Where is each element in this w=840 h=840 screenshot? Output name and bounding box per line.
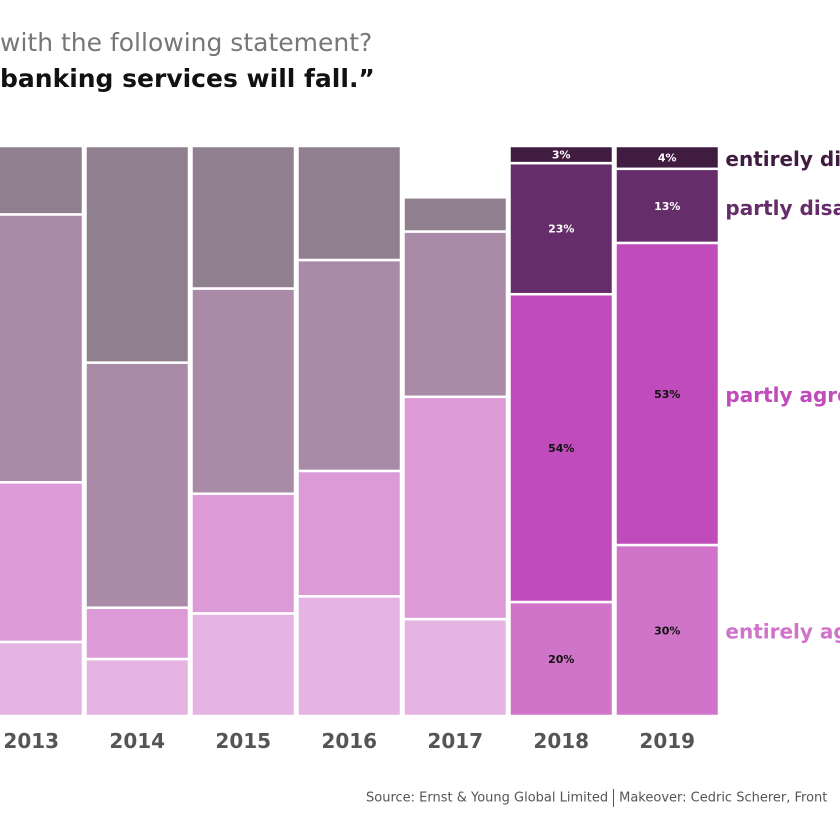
data-label-2018-i-partly-disagree: 23%	[548, 223, 574, 236]
bar-2017-i-partly-disagree	[402, 230, 509, 399]
chart-title-statement: banking services will fall.”	[0, 64, 375, 93]
bar-2017-i-entirely-disagree	[402, 196, 509, 233]
bar-2017-i-partly-agree	[402, 395, 509, 621]
bar-2014-i-partly-agree	[84, 606, 191, 661]
legend-label-i-partly-disagree: I partly disagree	[711, 196, 840, 220]
bar-2014-i-partly-disagree	[84, 361, 191, 609]
bar-2013-i-partly-disagree	[0, 213, 85, 484]
bar-2016-i-entirely-agree	[296, 595, 403, 718]
bar-2019-i-entirely-agree	[614, 543, 721, 718]
legend-label-i-entirely-agree: I entirely agree	[711, 620, 840, 644]
x-tick-label-2013: 2013	[3, 729, 59, 753]
bar-2018-i-partly-disagree	[508, 161, 615, 296]
bar-2019-i-partly-agree	[614, 241, 721, 547]
bar-2018-i-entirely-agree	[508, 600, 615, 718]
bar-2019-i-partly-disagree	[614, 167, 721, 245]
bar-2013-i-entirely-disagree	[0, 144, 85, 216]
bar-2014-i-entirely-disagree	[84, 144, 191, 364]
bar-2016-i-entirely-disagree	[296, 144, 403, 262]
data-label-2018-i-entirely-agree: 20%	[548, 653, 574, 666]
x-tick-label-2017: 2017	[427, 729, 483, 753]
bar-2013-i-entirely-agree	[0, 640, 85, 718]
bar-2015-i-partly-disagree	[190, 287, 297, 495]
bar-2016-i-partly-agree	[296, 469, 403, 598]
bar-2018-i-partly-agree	[508, 292, 615, 604]
legend-label-i-partly-agree: I partly agree	[711, 383, 840, 407]
bar-2013-i-partly-agree	[0, 481, 85, 644]
source-separator	[613, 789, 615, 807]
bar-2015-i-partly-agree	[190, 492, 297, 615]
data-label-2018-i-entirely-disagree: 3%	[552, 149, 571, 162]
bar-2017-i-entirely-agree	[402, 617, 509, 718]
bar-2016-i-partly-disagree	[296, 258, 403, 473]
x-tick-label-2016: 2016	[321, 729, 377, 753]
bar-2018-i-entirely-disagree	[508, 144, 615, 165]
source-text: Source: Ernst & Young Global Limited	[366, 790, 609, 806]
bar-2015-i-entirely-disagree	[190, 144, 297, 290]
data-label-2019-i-entirely-agree: 30%	[654, 625, 680, 638]
data-label-2019-i-partly-disagree: 13%	[654, 200, 680, 213]
bar-2015-i-entirely-agree	[190, 612, 297, 718]
data-label-2018-i-partly-agree: 54%	[548, 442, 574, 455]
x-tick-label-2019: 2019	[639, 729, 695, 753]
legend-label-i-entirely-disagree: I entirely disagree	[711, 147, 840, 171]
x-tick-label-2018: 2018	[533, 729, 589, 753]
x-tick-label-2014: 2014	[109, 729, 165, 753]
makeover-text: Makeover: Cedric Scherer, Front	[619, 790, 828, 806]
x-tick-label-2015: 2015	[215, 729, 271, 753]
bar-2014-i-entirely-agree	[84, 657, 191, 718]
data-label-2019-i-entirely-disagree: 4%	[658, 151, 677, 164]
source-note: Source: Ernst & Young Global Limited Make…	[366, 789, 827, 807]
chart-title-question: with the following statement?	[0, 28, 373, 57]
bar-2019-i-entirely-disagree	[614, 144, 721, 171]
data-label-2019-i-partly-agree: 53%	[654, 388, 680, 401]
